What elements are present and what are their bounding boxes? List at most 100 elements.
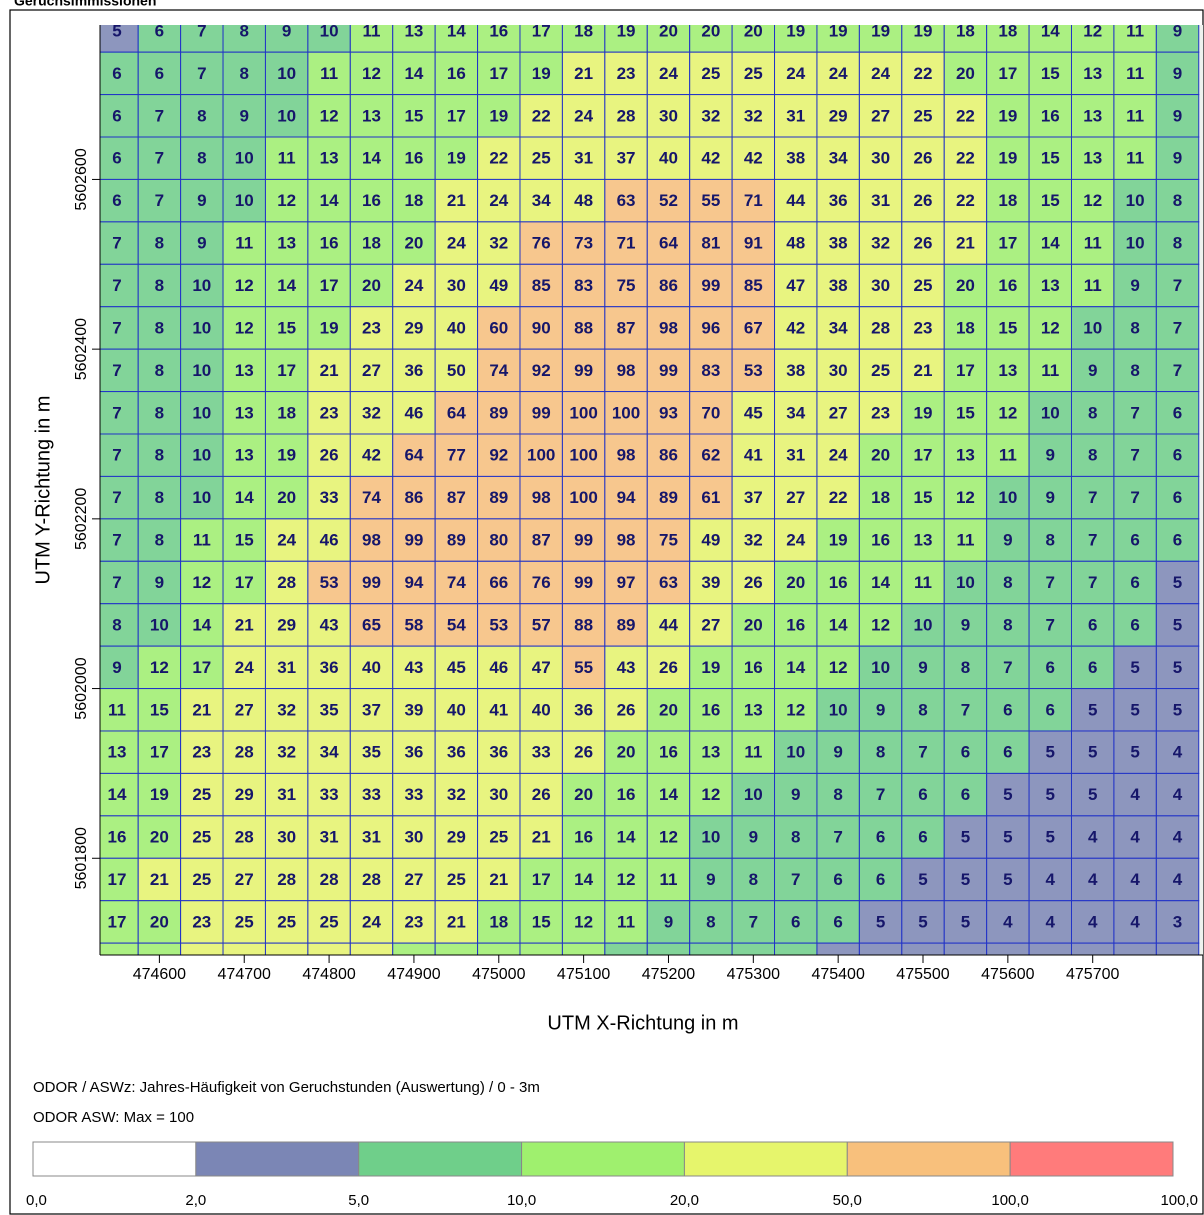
cell (307, 221, 351, 265)
cell-value: 64 (659, 234, 678, 253)
cell-value: 13 (998, 361, 1017, 380)
cell-value: 11 (1126, 21, 1144, 40)
cell-value: 20 (659, 21, 678, 40)
cell (264, 348, 309, 393)
cell (137, 136, 182, 180)
cell (264, 221, 309, 265)
cell-layer: 5 6 7 8 9 10 11 13 14 16 17 18 19 20 20 20 19 19 19 19 18 18 1… (100, 21, 1200, 955)
cell-value: 47 (532, 658, 551, 677)
cell-value: 4 (1173, 785, 1183, 804)
cell (858, 815, 903, 859)
cell-value: 17 (998, 64, 1017, 83)
cell (986, 645, 1030, 690)
cell (561, 518, 606, 562)
cell-value: 24 (362, 912, 381, 931)
cell-value: 7 (112, 318, 121, 337)
x-tick-label: 474600 (133, 966, 186, 983)
cell (349, 348, 394, 393)
cell-value: 28 (320, 870, 339, 889)
cell-value: 9 (961, 615, 970, 634)
cell (604, 391, 648, 435)
cell (100, 560, 139, 605)
cell-value: 12 (1041, 318, 1060, 337)
cell-value: 33 (532, 743, 551, 762)
cell (689, 51, 733, 96)
cell-value: 26 (574, 743, 593, 762)
cell-value: 11 (235, 234, 253, 253)
cell (222, 433, 266, 477)
cell-value: 18 (277, 403, 296, 422)
cell (434, 136, 479, 180)
cell (519, 136, 563, 180)
cell-value: 5 (1173, 700, 1182, 719)
cell (392, 433, 436, 477)
cell (307, 433, 351, 477)
cell-value: 25 (320, 912, 339, 931)
legend-swatch (683, 1141, 848, 1177)
cell-value: 50 (447, 361, 466, 380)
cell-value: 21 (956, 234, 975, 253)
cell (901, 645, 945, 690)
cell (986, 136, 1030, 180)
cell (222, 475, 266, 520)
cell-value: 8 (1130, 318, 1139, 337)
cell (180, 263, 224, 308)
cell-value: 99 (574, 573, 593, 592)
cell-value: 5 (961, 912, 970, 931)
cell-value: 83 (574, 276, 593, 295)
cell (816, 391, 860, 435)
cell-value: 20 (617, 743, 636, 762)
cell-value: 25 (235, 912, 254, 931)
cell-value: 12 (871, 615, 890, 634)
cell-value: 24 (829, 446, 848, 465)
cell (264, 178, 309, 223)
cell-value: 8 (1003, 615, 1012, 634)
cell-value: 7 (749, 912, 758, 931)
cell (858, 730, 903, 774)
cell-value: 18 (362, 234, 381, 253)
cell (264, 942, 309, 955)
cell-value: 54 (447, 615, 466, 634)
cell-value: 9 (197, 191, 206, 210)
cell (264, 730, 309, 774)
cell (349, 391, 394, 435)
cell (731, 688, 776, 732)
cell (901, 433, 945, 477)
cell-value: 43 (320, 615, 339, 634)
cell-value: 13 (914, 531, 933, 550)
x-tick-label: 475100 (557, 966, 610, 983)
cell-value: 23 (320, 403, 339, 422)
cell-value: 17 (108, 912, 127, 931)
cell-value: 4 (1130, 828, 1140, 847)
cell (137, 857, 182, 902)
cell-value: 10 (914, 615, 933, 634)
cell-value: 22 (956, 149, 975, 168)
legend-bound-label: 2,0 (185, 1192, 206, 1209)
cell (561, 560, 606, 605)
cell-value: 53 (744, 361, 763, 380)
cell-value: 17 (235, 573, 254, 592)
cell-value: 8 (155, 276, 164, 295)
cell-value: 13 (362, 106, 381, 125)
cell-value: 88 (574, 615, 593, 634)
cell (901, 603, 945, 647)
cell-value: 9 (1046, 488, 1055, 507)
cell (816, 306, 860, 350)
cell (392, 815, 436, 859)
cell (1155, 51, 1200, 96)
cell-value: 19 (998, 149, 1017, 168)
cell (943, 221, 988, 265)
cell-value: 98 (532, 488, 551, 507)
cell (1155, 560, 1200, 605)
cell (222, 391, 266, 435)
cell (434, 815, 479, 859)
cell-value: 86 (659, 276, 678, 295)
cell (392, 518, 436, 562)
cell-value: 16 (108, 828, 127, 847)
cell (604, 518, 648, 562)
cell-value: 7 (112, 276, 121, 295)
cell-value: 74 (447, 573, 466, 592)
legend-swatch (521, 1141, 685, 1177)
cell (392, 25, 436, 53)
cell (604, 688, 648, 732)
